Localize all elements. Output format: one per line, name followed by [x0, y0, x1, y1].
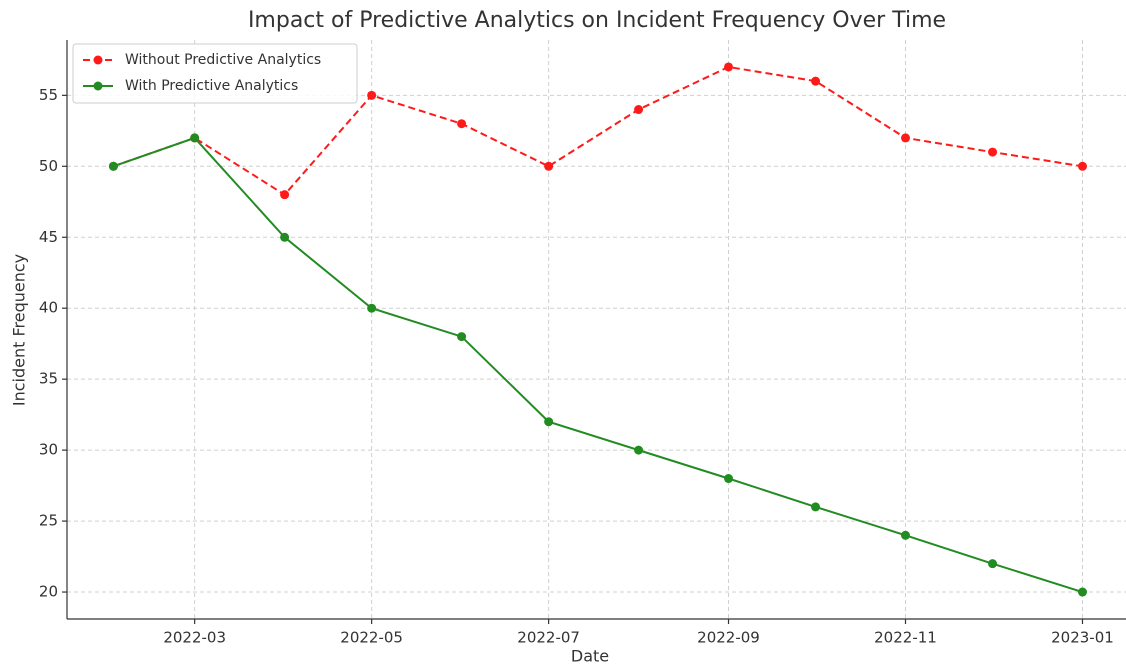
marker	[634, 445, 644, 455]
marker	[811, 502, 821, 512]
marker	[190, 133, 200, 143]
marker	[724, 62, 734, 72]
marker	[108, 161, 118, 171]
y-axis-label: Incident Frequency	[10, 254, 29, 406]
y-tick-label: 25	[39, 512, 58, 530]
marker	[544, 161, 554, 171]
marker	[988, 147, 998, 157]
marker	[900, 530, 910, 540]
legend-marker	[93, 55, 103, 65]
marker	[457, 119, 467, 129]
marker	[1077, 587, 1087, 597]
y-tick-label: 20	[39, 583, 58, 601]
series-line	[113, 65, 1083, 196]
marker	[367, 90, 377, 100]
y-tick-label: 35	[39, 370, 58, 388]
legend-box	[72, 43, 358, 104]
marker	[280, 190, 290, 200]
x-tick-label: 2022-03	[163, 629, 226, 647]
x-tick-label: 2022-11	[874, 629, 937, 647]
legend-label: With Predictive Analytics	[125, 78, 298, 94]
marker	[900, 133, 910, 143]
legend-marker	[93, 81, 103, 91]
legend-label: Without Predictive Analytics	[125, 52, 321, 68]
y-tick-label: 45	[39, 228, 58, 246]
y-tick-label: 40	[39, 299, 58, 317]
x-tick-label: 2023-01	[1051, 629, 1114, 647]
marker	[367, 303, 377, 313]
marker	[634, 105, 644, 115]
x-tick-label: 2022-05	[340, 629, 403, 647]
marker	[988, 559, 998, 569]
marker	[457, 332, 467, 342]
marker	[811, 76, 821, 86]
marker	[724, 474, 734, 484]
marker	[280, 232, 290, 242]
x-tick-label: 2022-09	[697, 629, 760, 647]
chart-title: Impact of Predictive Analytics on Incide…	[248, 8, 946, 33]
x-tick-label: 2022-07	[517, 629, 580, 647]
y-tick-label: 30	[39, 441, 58, 459]
y-tick-label: 50	[39, 157, 58, 175]
x-axis-label: Date	[571, 647, 609, 666]
y-tick-label: 55	[39, 86, 58, 104]
marker	[544, 417, 554, 427]
series-line	[113, 136, 1083, 593]
marker	[1077, 161, 1087, 171]
